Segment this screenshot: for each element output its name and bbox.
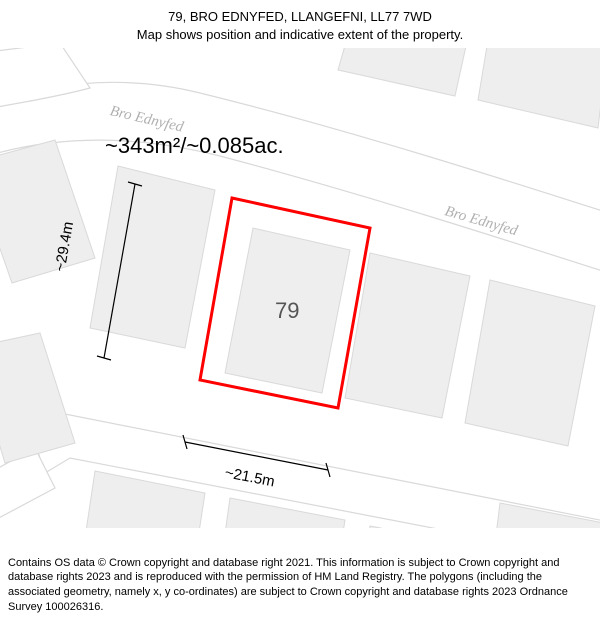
building — [345, 253, 470, 418]
building — [90, 166, 215, 348]
building — [0, 140, 95, 283]
building — [0, 333, 75, 463]
building — [490, 503, 600, 528]
building — [465, 280, 595, 446]
header: 79, BRO EDNYFED, LLANGEFNI, LL77 7WD Map… — [0, 0, 600, 48]
area-label: ~343m²/~0.085ac. — [105, 133, 284, 159]
map: ~343m²/~0.085ac. ~29.4m ~21.5m 79 Bro Ed… — [0, 48, 600, 528]
building — [338, 48, 470, 96]
copyright-text: Contains OS data © Crown copyright and d… — [8, 557, 568, 614]
map-svg — [0, 48, 600, 528]
page-title: 79, BRO EDNYFED, LLANGEFNI, LL77 7WD — [10, 8, 590, 26]
page-subtitle: Map shows position and indicative extent… — [10, 26, 590, 44]
footer: Contains OS data © Crown copyright and d… — [0, 550, 600, 625]
plot-number-label: 79 — [275, 298, 299, 324]
building — [478, 48, 600, 128]
